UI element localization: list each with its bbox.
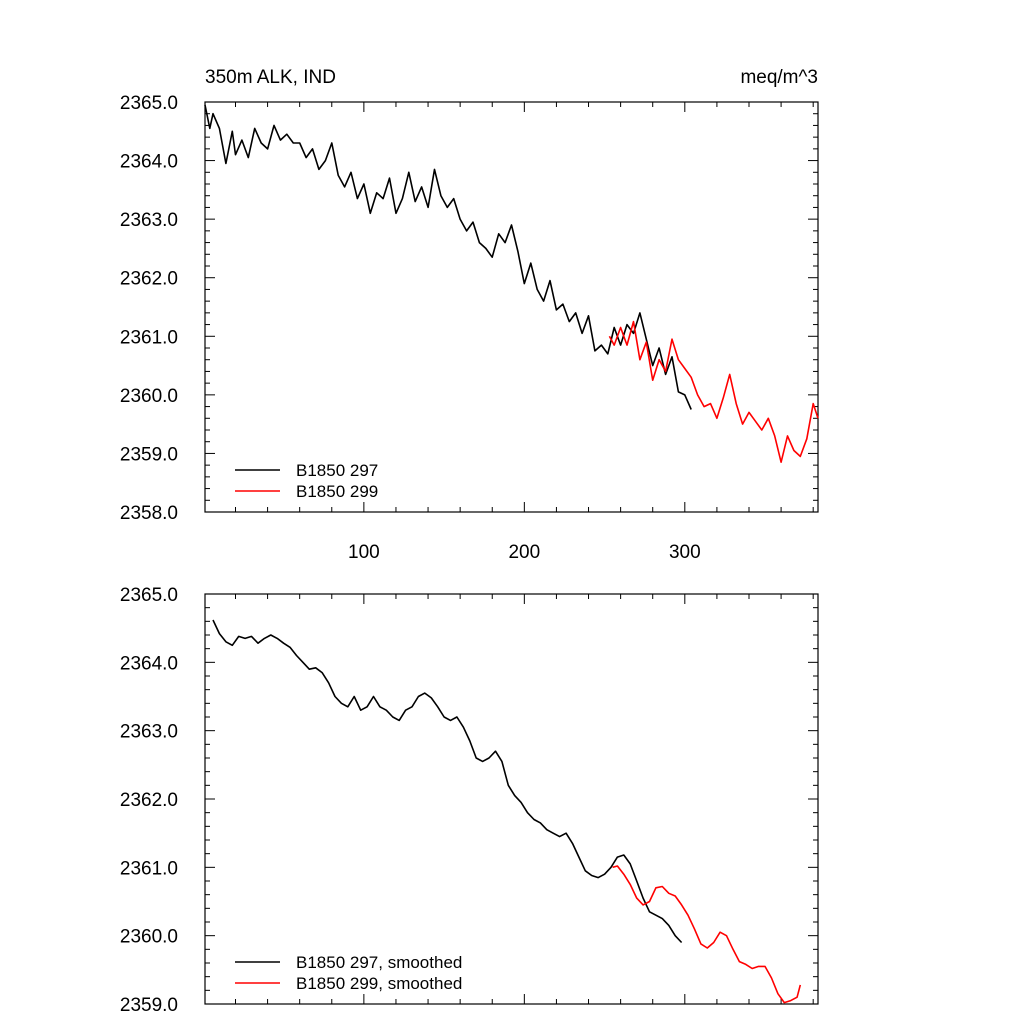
series-line-b1850-299 [608, 320, 819, 463]
legend-label-smoothed-297: B1850 297, smoothed [296, 953, 462, 972]
y-tick-label: 2363.0 [120, 210, 178, 231]
y-tick-label: 2358.0 [120, 503, 178, 524]
legend-label-series-299: B1850 299 [296, 482, 378, 501]
series-line-b1850-299-smoothed [612, 865, 802, 1004]
legend-top: B1850 297 B1850 299 [235, 461, 378, 501]
chart-title-left: 350m ALK, IND [205, 67, 336, 88]
tick-group-bottom: 2359.0 2360.0 2361.0 2362.0 2363.0 2364.0 2365… [120, 585, 818, 1016]
plot-frame-top [204, 101, 819, 513]
y-tick-label: 2363.0 [120, 722, 178, 743]
y-tick-label: 2364.0 [120, 653, 178, 674]
y-tick-label: 2359.0 [120, 444, 178, 465]
chart-title-right: meq/m^3 [740, 67, 818, 88]
y-tick-label: 2360.0 [120, 927, 178, 948]
x-tick-label: 200 [508, 542, 540, 563]
y-tick-label: 2365.0 [120, 585, 178, 606]
y-tick-label: 2359.0 [120, 995, 178, 1016]
legend-bottom: B1850 297, smoothed B1850 299, smoothed [235, 953, 462, 993]
series-group-bottom [212, 619, 802, 1004]
legend-label-series-297: B1850 297 [296, 461, 378, 480]
series-group-top [204, 104, 819, 463]
y-tick-label: 2361.0 [120, 327, 178, 348]
legend-label-smoothed-299: B1850 299, smoothed [296, 974, 462, 993]
x-tick-label: 100 [348, 542, 380, 563]
tick-group-top: 2358.0 2359.0 2360.0 2361.0 2362.0 2363.0 2364… [120, 93, 818, 563]
y-tick-label: 2362.0 [120, 269, 178, 290]
y-tick-label: 2364.0 [120, 152, 178, 173]
series-line-b1850-297 [204, 104, 692, 410]
y-tick-label: 2362.0 [120, 790, 178, 811]
series-line-b1850-297-smoothed [212, 619, 683, 944]
x-tick-label: 300 [669, 542, 701, 563]
panel-top-alk-timeseries: 350m ALK, IND meq/m^3 2358.0 2359.0 2360.0… [120, 67, 819, 563]
panel-bottom-smoothed: 2359.0 2360.0 2361.0 2362.0 2363.0 2364.0 2365… [120, 585, 819, 1016]
y-tick-label: 2365.0 [120, 93, 178, 114]
y-tick-label: 2360.0 [120, 386, 178, 407]
y-tick-label: 2361.0 [120, 858, 178, 879]
